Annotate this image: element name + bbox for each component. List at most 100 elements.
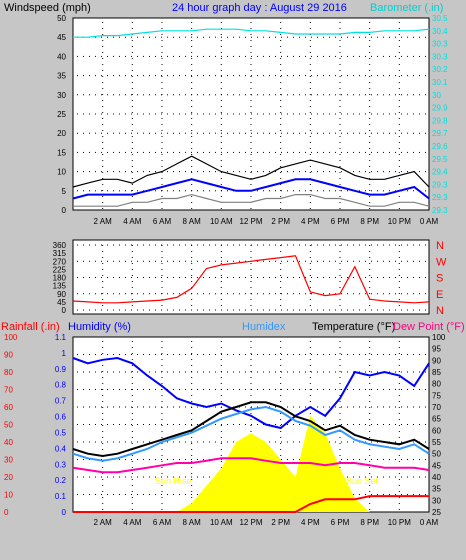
grid-dot — [369, 395, 371, 396]
grid-dot — [383, 406, 384, 408]
barometer-label: Barometer (.in) — [370, 2, 443, 14]
grid-dot — [369, 305, 371, 306]
grid-dot — [287, 36, 288, 38]
grid-dot — [369, 245, 371, 246]
direction-y-tick-label: 90 — [57, 290, 66, 299]
direction-y-tick-label: 135 — [53, 282, 67, 291]
grid-dot — [83, 371, 84, 373]
grid-dot — [161, 509, 163, 510]
grid-dot — [191, 257, 193, 258]
grid-dot — [305, 260, 306, 262]
grid-dot — [407, 151, 408, 153]
grid-dot — [369, 166, 371, 167]
grid-dot — [407, 354, 408, 355]
grid-dot — [125, 171, 126, 173]
grid-dot — [125, 244, 126, 246]
grid-dot — [220, 88, 222, 89]
grid-dot — [161, 406, 162, 408]
grid-dot — [113, 244, 114, 246]
grid-dot — [413, 55, 414, 57]
grid-dot — [220, 106, 222, 107]
grid-dot — [250, 106, 252, 107]
grid-dot — [137, 459, 138, 460]
grid-dot — [395, 424, 396, 425]
wind-y-tick-label: 20 — [57, 129, 66, 138]
grid-dot — [209, 309, 210, 311]
grid-dot — [309, 305, 311, 306]
grid-dot — [203, 171, 204, 173]
barometer-line — [73, 28, 430, 38]
grid-dot — [407, 260, 408, 262]
grid-dot — [101, 371, 102, 373]
grid-dot — [155, 113, 156, 115]
grid-dot — [275, 151, 276, 153]
grid-dot — [185, 132, 186, 134]
grid-dot — [191, 494, 192, 495]
grid-dot — [383, 309, 384, 311]
grid-dot — [309, 52, 311, 53]
grid-dot — [339, 160, 341, 161]
grid-dot — [377, 424, 378, 425]
grid-dot — [425, 94, 426, 96]
grid-dot — [161, 178, 163, 179]
grid-dot — [101, 424, 102, 425]
grid-dot — [185, 277, 186, 278]
grid-dot — [383, 260, 384, 262]
grid-dot — [398, 437, 400, 438]
grid-dot — [353, 441, 354, 443]
grid-dot — [293, 75, 294, 77]
grid-dot — [161, 424, 162, 425]
grid-dot — [161, 260, 162, 262]
grid-dot — [250, 64, 252, 65]
grid-dot — [251, 94, 252, 96]
grid-dot — [293, 151, 294, 153]
grid-dot — [347, 151, 348, 153]
grid-dot — [137, 94, 138, 96]
grid-dot — [398, 275, 400, 276]
grid-dot — [309, 136, 311, 137]
grid-dot — [401, 75, 402, 77]
grid-dot — [203, 293, 204, 295]
grid-dot — [113, 309, 114, 311]
grid-dot — [191, 449, 193, 450]
grid-dot — [161, 494, 162, 495]
grid-dot — [227, 371, 228, 373]
grid-dot — [161, 124, 163, 125]
grid-dot — [341, 441, 342, 443]
grid-dot — [191, 389, 192, 390]
grid-dot — [398, 58, 400, 59]
grid-dot — [179, 209, 180, 211]
grid-dot — [191, 154, 193, 155]
grid-dot — [309, 154, 311, 155]
grid-dot — [215, 132, 216, 134]
grid-dot — [77, 336, 78, 338]
grid-dot — [131, 406, 132, 408]
grid-dot — [347, 406, 348, 408]
wind-y-tick-label: 35 — [57, 72, 66, 81]
grid-dot — [155, 336, 156, 338]
grid-dot — [143, 441, 144, 443]
grid-dot — [119, 406, 120, 408]
grid-dot — [347, 75, 348, 77]
grid-dot — [77, 424, 78, 425]
grid-dot — [329, 336, 330, 338]
grid-dot — [347, 260, 348, 262]
grid-dot — [101, 113, 102, 115]
grid-dot — [83, 494, 84, 495]
grid-dot — [280, 353, 282, 354]
grid-dot — [395, 17, 396, 19]
grid-dot — [335, 309, 336, 311]
grid-dot — [359, 406, 360, 408]
grid-dot — [419, 354, 420, 355]
rainfall-y-tick-label: 0 — [4, 508, 9, 517]
grid-dot — [398, 100, 400, 101]
grid-dot — [339, 178, 341, 179]
grid-dot — [280, 281, 282, 282]
grid-dot — [269, 336, 270, 338]
grid-dot — [263, 55, 264, 57]
grid-dot — [413, 244, 414, 246]
grid-dot — [305, 132, 306, 134]
grid-dot — [377, 441, 378, 443]
grid-dot — [369, 431, 371, 432]
